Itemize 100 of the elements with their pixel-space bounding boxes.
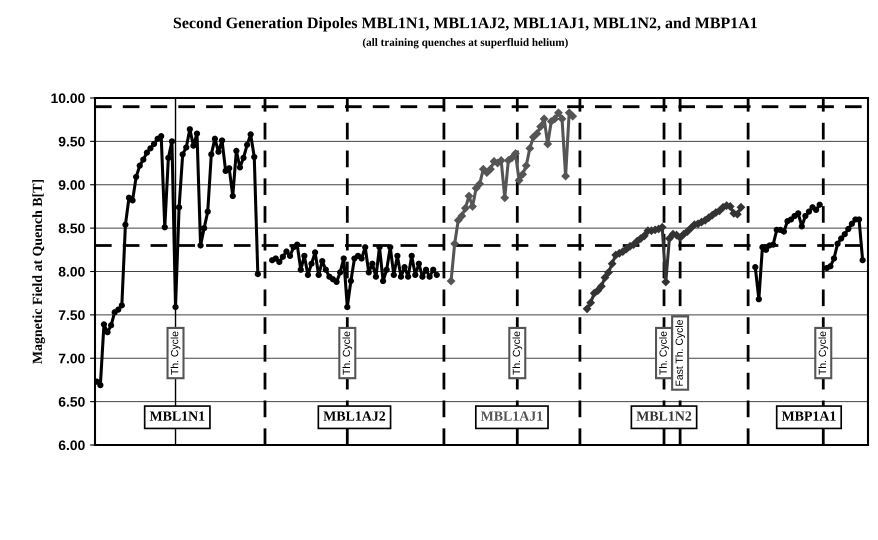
point [522,162,530,170]
point [762,246,770,253]
point [348,278,354,284]
point [380,278,386,284]
point [604,268,613,276]
text: MBL1AJ1 [480,411,542,421]
point [180,151,186,158]
point [308,260,315,267]
point [322,266,329,273]
point [144,150,150,156]
point [838,235,844,242]
y-tick-label: 6.50 [58,396,85,407]
point [384,266,390,273]
point [806,208,812,215]
point [358,255,365,262]
point [458,212,466,220]
annotation: Th. Cycle [342,332,352,375]
point [594,286,602,295]
point [582,304,592,313]
point [150,140,158,148]
y-tick-label: 6.00 [58,440,85,450]
point [798,223,805,230]
point [834,240,841,247]
annotation: Th. Cycle [818,332,828,375]
point [372,274,380,280]
point [272,255,279,262]
point [550,114,559,123]
point [600,273,610,282]
y-tick-label: 8.50 [58,223,85,234]
point [450,240,459,248]
point [830,255,838,262]
point [240,154,247,161]
y-axis-title: Magnetic Field at Quench B[T] [32,180,45,364]
point [845,226,852,232]
point [230,192,236,200]
point [390,272,397,278]
point [283,248,290,255]
y-tick-label: 9.50 [58,136,85,147]
point [842,231,848,238]
point [108,322,114,328]
point [366,269,372,276]
annotation: Th. Cycle [659,332,669,375]
point [795,210,802,217]
point [100,321,108,328]
point [554,108,563,117]
point [280,254,286,260]
point [147,145,154,152]
point [476,180,484,188]
point [226,165,232,172]
text: MBP1A1 [782,411,836,421]
point [301,252,308,260]
point [586,298,595,307]
point [812,206,820,214]
point [140,156,146,163]
point [122,222,129,228]
point [236,164,244,171]
text: MBL1N1 [150,411,204,421]
point [186,126,193,132]
y-tick-label: 9.00 [58,180,85,190]
point [401,264,408,270]
annotation: Th. Cycle [512,332,522,375]
point [233,148,240,154]
point [304,272,312,278]
point [770,241,776,248]
point [408,252,415,260]
point [244,142,250,148]
y-tick-label: 10.00 [51,93,85,104]
point [286,252,294,260]
point [215,148,222,155]
point [201,225,208,232]
point [486,165,495,174]
point [115,306,122,313]
y-tick-label: 7.50 [58,310,85,320]
point [162,224,168,230]
point [536,122,545,131]
annotation: Fast Th. Cycle [675,320,685,386]
point [387,244,394,250]
y-tick-label: 8.00 [58,266,85,277]
point [133,174,140,180]
point [208,151,214,158]
text: MBL1N2 [636,411,692,421]
point [518,170,527,178]
point [434,272,440,278]
point [405,274,412,280]
point [827,263,834,270]
chart-title: Second Generation Dipoles MBL1N1, MBL1AJ2, MBL1AJ1, MBL1N2, and MBP1A1 [174,17,757,32]
point [597,282,606,290]
point [129,197,136,204]
point [376,244,383,250]
point [168,138,176,144]
point [848,220,856,227]
point [298,266,304,273]
point [526,144,534,152]
point [312,249,318,256]
point [165,154,172,161]
point [194,130,200,137]
point [294,241,300,248]
point [398,274,404,280]
point [394,252,401,260]
point [97,382,104,388]
